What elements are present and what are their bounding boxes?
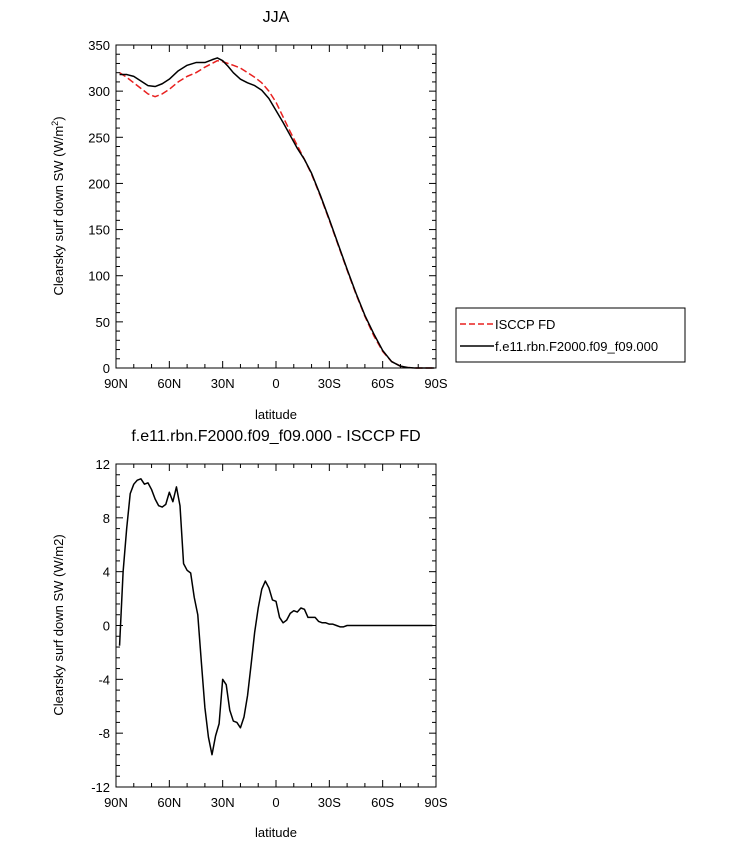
top-y-axis-label-sup: 2 [50,121,60,126]
top-y-axis-label-main: Clearsky surf down SW (W/m [51,126,66,296]
y-tick-label-0-1: 50 [96,315,110,330]
top-plot-area: 90N 60N 30N 0 30S 60S 90S 0 50 100 150 200 250 300 350 [88,38,448,391]
y-tick-label-1-3: 0 [103,619,110,634]
y-tick-label-1-0: -12 [91,780,110,795]
top-panel: JJA 90N 60N 30N 0 30S 60S 90S 0 50 100 150 200 250 30… [50,9,686,422]
x-tick-label-1-4: 30S [318,795,341,810]
x-tick-label-0-0: 90N [104,376,128,391]
bottom-chart-title: f.e11.rbn.F2000.f09_f09.000 - ISCCP FD [131,428,420,445]
y-tick-label-0-7: 350 [88,38,110,53]
bottom-panel: f.e11.rbn.F2000.f09_f09.000 - ISCCP FD 9… [51,428,448,840]
x-tick-label-0-3: 0 [272,376,279,391]
x-tick-label-1-6: 90S [424,795,447,810]
x-tick-label-1-5: 60S [371,795,394,810]
bottom-x-axis-label: latitude [255,825,297,840]
series-line-0-1 [119,57,435,369]
y-tick-label-1-1: -8 [98,726,110,741]
y-tick-label-0-3: 150 [88,223,110,238]
top-chart-title: JJA [263,9,290,26]
legend-label-model: f.e11.rbn.F2000.f09_f09.000 [495,339,658,354]
series-line-1-0 [118,478,433,756]
x-tick-label-1-3: 0 [272,795,279,810]
y-tick-label-0-0: 0 [103,361,110,376]
y-tick-label-1-2: -4 [98,672,110,687]
y-tick-label-0-6: 300 [88,84,110,99]
x-tick-label-0-4: 30S [318,376,341,391]
y-tick-label-0-5: 250 [88,130,110,145]
x-tick-label-0-6: 90S [424,376,447,391]
y-tick-label-1-5: 8 [103,511,110,526]
top-y-axis-label: Clearsky surf down SW (W/m2) [50,116,66,295]
top-y-axis-label-close: ) [51,116,66,120]
legend-box [455,307,686,363]
series-line-0-0 [119,59,435,369]
top-x-axis-label: latitude [255,407,297,422]
y-tick-label-0-4: 200 [88,176,110,191]
x-tick-label-0-1: 60N [157,376,181,391]
x-tick-label-1-1: 60N [157,795,181,810]
bottom-plot-area: 90N 60N 30N 0 30S 60S 90S -12 -8 -4 0 4 8 12 [91,457,448,810]
y-tick-label-1-4: 4 [103,565,110,580]
y-tick-label-1-6: 12 [96,457,110,472]
x-tick-label-1-2: 30N [211,795,235,810]
legend-label-isccp: ISCCP FD [495,317,555,332]
bottom-y-axis-label: Clearsky surf down SW (W/m2) [51,534,66,715]
x-tick-label-0-5: 60S [371,376,394,391]
x-tick-label-1-0: 90N [104,795,128,810]
y-tick-label-0-2: 100 [88,269,110,284]
legend: ISCCP FD f.e11.rbn.F2000.f09_f09.000 [455,307,686,363]
x-tick-label-0-2: 30N [211,376,235,391]
